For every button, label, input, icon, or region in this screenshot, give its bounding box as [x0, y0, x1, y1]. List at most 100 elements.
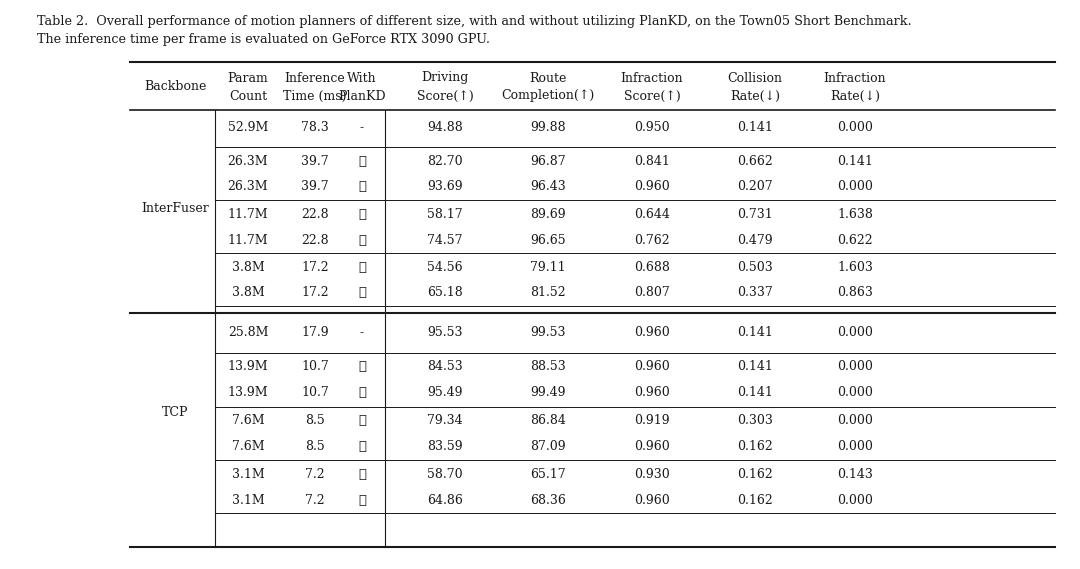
Text: 96.65: 96.65: [530, 233, 566, 246]
Text: 79.11: 79.11: [530, 261, 566, 274]
Text: 79.34: 79.34: [428, 414, 463, 427]
Text: Rate(↓): Rate(↓): [831, 89, 880, 102]
Text: 58.70: 58.70: [428, 468, 463, 480]
Text: 87.09: 87.09: [530, 440, 566, 453]
Text: 0.960: 0.960: [634, 361, 670, 373]
Text: -: -: [360, 122, 364, 134]
Text: 95.49: 95.49: [428, 386, 462, 399]
Text: ✗: ✗: [357, 261, 366, 274]
Text: 17.2: 17.2: [301, 261, 328, 274]
Text: 0.162: 0.162: [738, 440, 773, 453]
Text: 17.2: 17.2: [301, 287, 328, 299]
Text: 78.3: 78.3: [301, 122, 329, 134]
Text: ✗: ✗: [357, 208, 366, 221]
Text: 89.69: 89.69: [530, 208, 566, 221]
Text: 25.8M: 25.8M: [228, 327, 268, 340]
Text: 64.86: 64.86: [427, 493, 463, 506]
Text: 11.7M: 11.7M: [228, 208, 268, 221]
Text: ✓: ✓: [357, 180, 366, 193]
Text: 54.56: 54.56: [428, 261, 463, 274]
Text: 7.2: 7.2: [306, 468, 325, 480]
Text: 58.17: 58.17: [428, 208, 463, 221]
Text: -: -: [360, 327, 364, 340]
Text: 0.919: 0.919: [634, 414, 670, 427]
Text: 0.141: 0.141: [737, 122, 773, 134]
Text: 0.662: 0.662: [738, 155, 773, 167]
Text: Backbone: Backbone: [144, 80, 206, 93]
Text: 8.5: 8.5: [306, 440, 325, 453]
Text: 0.141: 0.141: [737, 361, 773, 373]
Text: 3.8M: 3.8M: [231, 287, 265, 299]
Text: Infraction: Infraction: [824, 72, 887, 85]
Text: With: With: [347, 72, 377, 85]
Text: 1.603: 1.603: [837, 261, 873, 274]
Text: 8.5: 8.5: [306, 414, 325, 427]
Text: 1.638: 1.638: [837, 208, 873, 221]
Text: 0.762: 0.762: [634, 233, 670, 246]
Text: ✓: ✓: [357, 287, 366, 299]
Text: 0.000: 0.000: [837, 327, 873, 340]
Text: 0.807: 0.807: [634, 287, 670, 299]
Text: 0.000: 0.000: [837, 122, 873, 134]
Text: Driving: Driving: [421, 72, 469, 85]
Text: 0.960: 0.960: [634, 440, 670, 453]
Text: 96.87: 96.87: [530, 155, 566, 167]
Text: 99.53: 99.53: [530, 327, 566, 340]
Text: 17.9: 17.9: [301, 327, 328, 340]
Text: 39.7: 39.7: [301, 180, 328, 193]
Text: 0.688: 0.688: [634, 261, 670, 274]
Text: 81.52: 81.52: [530, 287, 566, 299]
Text: 68.36: 68.36: [530, 493, 566, 506]
Text: Score(↑): Score(↑): [623, 89, 680, 102]
Text: 65.17: 65.17: [530, 468, 566, 480]
Text: ✗: ✗: [357, 361, 366, 373]
Text: 0.143: 0.143: [837, 468, 873, 480]
Text: 93.69: 93.69: [428, 180, 463, 193]
Text: 52.9M: 52.9M: [228, 122, 268, 134]
Text: 0.863: 0.863: [837, 287, 873, 299]
Text: 3.1M: 3.1M: [231, 468, 265, 480]
Text: 13.9M: 13.9M: [228, 361, 268, 373]
Text: 0.141: 0.141: [837, 155, 873, 167]
Text: 0.000: 0.000: [837, 386, 873, 399]
Text: 26.3M: 26.3M: [228, 155, 268, 167]
Text: 0.644: 0.644: [634, 208, 670, 221]
Text: 39.7: 39.7: [301, 155, 328, 167]
Text: 7.2: 7.2: [306, 493, 325, 506]
Text: 0.841: 0.841: [634, 155, 670, 167]
Text: Count: Count: [229, 89, 267, 102]
Text: Collision: Collision: [728, 72, 783, 85]
Text: 3.8M: 3.8M: [231, 261, 265, 274]
Text: 74.57: 74.57: [428, 233, 462, 246]
Text: 0.207: 0.207: [738, 180, 773, 193]
Text: Route: Route: [529, 72, 567, 85]
Text: 0.141: 0.141: [737, 327, 773, 340]
Text: 88.53: 88.53: [530, 361, 566, 373]
Text: 96.43: 96.43: [530, 180, 566, 193]
Text: 0.000: 0.000: [837, 361, 873, 373]
Text: Inference: Inference: [285, 72, 346, 85]
Text: 0.000: 0.000: [837, 440, 873, 453]
Text: ✓: ✓: [357, 233, 366, 246]
Text: 0.950: 0.950: [634, 122, 670, 134]
Text: 0.162: 0.162: [738, 493, 773, 506]
Text: Completion(↑): Completion(↑): [501, 89, 595, 102]
Text: 10.7: 10.7: [301, 361, 329, 373]
Text: 13.9M: 13.9M: [228, 386, 268, 399]
Text: Time (ms): Time (ms): [283, 89, 347, 102]
Text: Rate(↓): Rate(↓): [730, 89, 780, 102]
Text: 0.303: 0.303: [737, 414, 773, 427]
Text: Infraction: Infraction: [621, 72, 684, 85]
Text: Param: Param: [228, 72, 268, 85]
Text: 7.6M: 7.6M: [232, 414, 265, 427]
Text: ✓: ✓: [357, 386, 366, 399]
Text: 65.18: 65.18: [427, 287, 463, 299]
Text: 0.731: 0.731: [738, 208, 773, 221]
Text: 82.70: 82.70: [428, 155, 463, 167]
Text: 0.162: 0.162: [738, 468, 773, 480]
Text: 86.84: 86.84: [530, 414, 566, 427]
Text: 22.8: 22.8: [301, 233, 328, 246]
Text: 0.960: 0.960: [634, 493, 670, 506]
Text: Score(↑): Score(↑): [417, 89, 473, 102]
Text: InterFuser: InterFuser: [141, 201, 208, 215]
